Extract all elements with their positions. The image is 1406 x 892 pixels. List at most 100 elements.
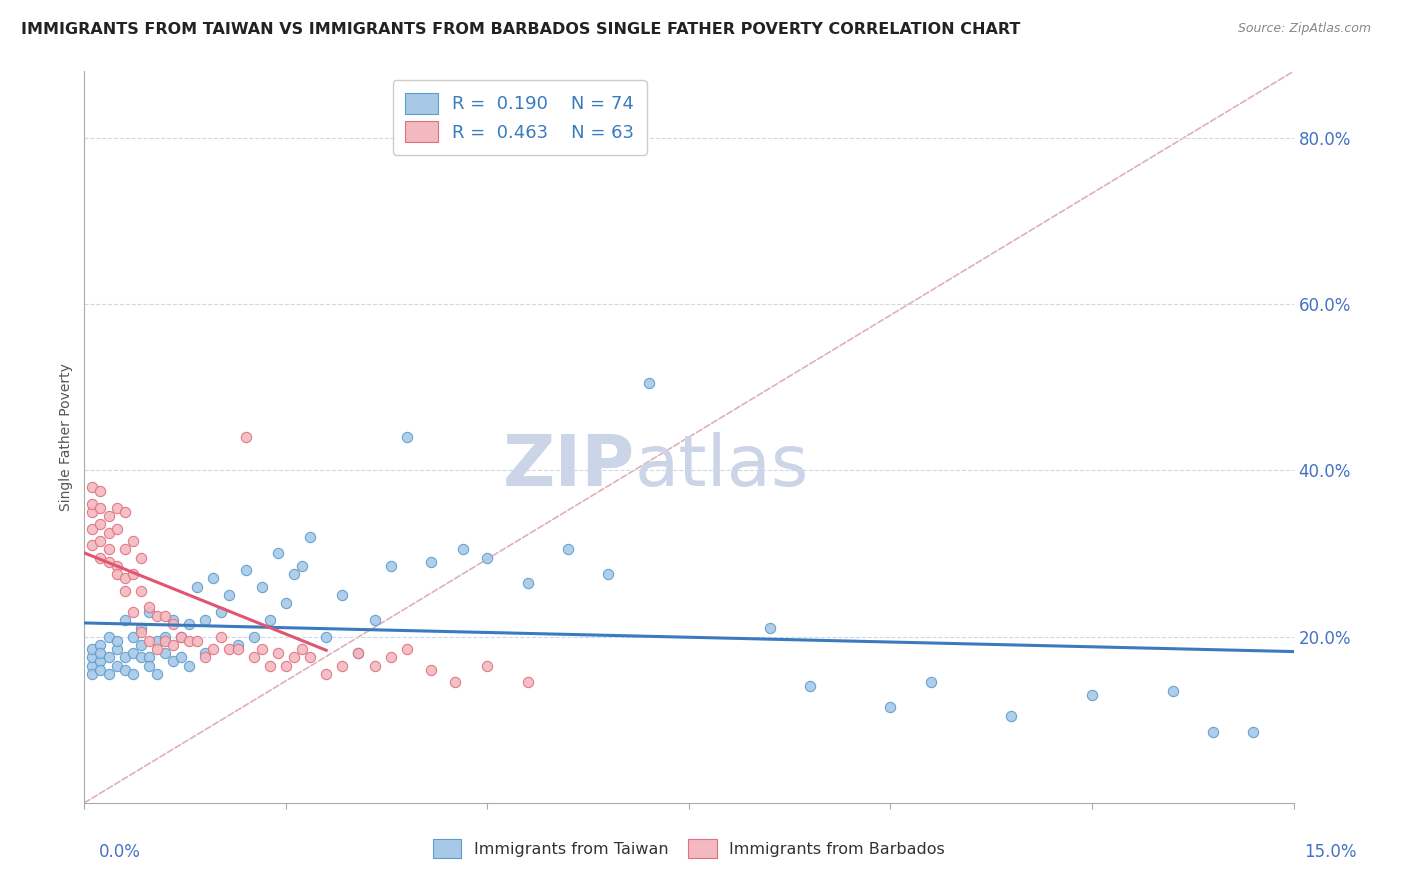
Point — [516, 675, 538, 690]
Point — [267, 646, 290, 660]
Point — [146, 667, 169, 681]
Point — [218, 588, 240, 602]
Point — [89, 663, 111, 677]
Point — [114, 663, 136, 677]
Point — [121, 630, 143, 644]
Point — [146, 642, 169, 657]
Point — [82, 521, 104, 535]
Text: atlas: atlas — [634, 432, 808, 500]
Point — [1241, 725, 1264, 739]
Point — [179, 633, 201, 648]
Point — [129, 638, 152, 652]
Point — [97, 630, 120, 644]
Point — [97, 542, 120, 557]
Point — [105, 642, 128, 657]
Point — [347, 646, 370, 660]
Point — [162, 613, 184, 627]
Point — [114, 613, 136, 627]
Point — [97, 667, 120, 681]
Point — [138, 658, 160, 673]
Point — [121, 646, 143, 660]
Point — [186, 580, 208, 594]
Point — [82, 650, 104, 665]
Point — [89, 533, 111, 548]
Point — [121, 605, 143, 619]
Point — [758, 621, 780, 635]
Text: Source: ZipAtlas.com: Source: ZipAtlas.com — [1237, 22, 1371, 36]
Point — [114, 571, 136, 585]
Point — [82, 642, 104, 657]
Point — [274, 596, 297, 610]
Point — [97, 555, 120, 569]
Point — [89, 655, 111, 669]
Point — [267, 546, 290, 560]
Point — [129, 621, 152, 635]
Point — [82, 480, 104, 494]
Point — [105, 633, 128, 648]
Point — [89, 500, 111, 515]
Point — [395, 430, 418, 444]
Point — [153, 646, 176, 660]
Point — [89, 646, 111, 660]
Point — [242, 650, 264, 665]
Point — [315, 630, 337, 644]
Point — [291, 558, 314, 573]
Point — [138, 600, 160, 615]
Point — [1161, 683, 1184, 698]
Point — [202, 571, 225, 585]
Point — [235, 430, 257, 444]
Point — [97, 650, 120, 665]
Point — [179, 617, 201, 632]
Point — [259, 658, 281, 673]
Point — [283, 650, 305, 665]
Point — [105, 521, 128, 535]
Point — [250, 580, 273, 594]
Point — [420, 555, 443, 569]
Point — [235, 563, 257, 577]
Point — [209, 630, 232, 644]
Point — [226, 642, 249, 657]
Point — [879, 700, 901, 714]
Point — [186, 633, 208, 648]
Point — [97, 509, 120, 524]
Point — [105, 500, 128, 515]
Point — [129, 583, 152, 598]
Point — [114, 542, 136, 557]
Point — [363, 658, 385, 673]
Point — [347, 646, 370, 660]
Text: IMMIGRANTS FROM TAIWAN VS IMMIGRANTS FROM BARBADOS SINGLE FATHER POVERTY CORRELA: IMMIGRANTS FROM TAIWAN VS IMMIGRANTS FRO… — [21, 22, 1021, 37]
Point — [89, 550, 111, 565]
Point — [146, 633, 169, 648]
Legend: Immigrants from Taiwan, Immigrants from Barbados: Immigrants from Taiwan, Immigrants from … — [426, 833, 952, 864]
Point — [194, 646, 217, 660]
Point — [444, 675, 467, 690]
Y-axis label: Single Father Poverty: Single Father Poverty — [59, 363, 73, 511]
Point — [218, 642, 240, 657]
Point — [105, 567, 128, 582]
Point — [420, 663, 443, 677]
Text: ZIP: ZIP — [502, 432, 634, 500]
Point — [105, 558, 128, 573]
Point — [153, 633, 176, 648]
Point — [598, 567, 620, 582]
Point — [202, 642, 225, 657]
Point — [153, 630, 176, 644]
Point — [162, 617, 184, 632]
Point — [82, 667, 104, 681]
Point — [291, 642, 314, 657]
Point — [194, 613, 217, 627]
Text: 0.0%: 0.0% — [98, 843, 141, 861]
Point — [1081, 688, 1104, 702]
Text: 15.0%: 15.0% — [1305, 843, 1357, 861]
Point — [477, 550, 499, 565]
Point — [105, 658, 128, 673]
Point — [121, 533, 143, 548]
Point — [477, 658, 499, 673]
Point — [299, 650, 322, 665]
Point — [451, 542, 474, 557]
Point — [179, 658, 201, 673]
Point — [380, 558, 402, 573]
Point — [1000, 708, 1022, 723]
Point — [114, 650, 136, 665]
Point — [138, 633, 160, 648]
